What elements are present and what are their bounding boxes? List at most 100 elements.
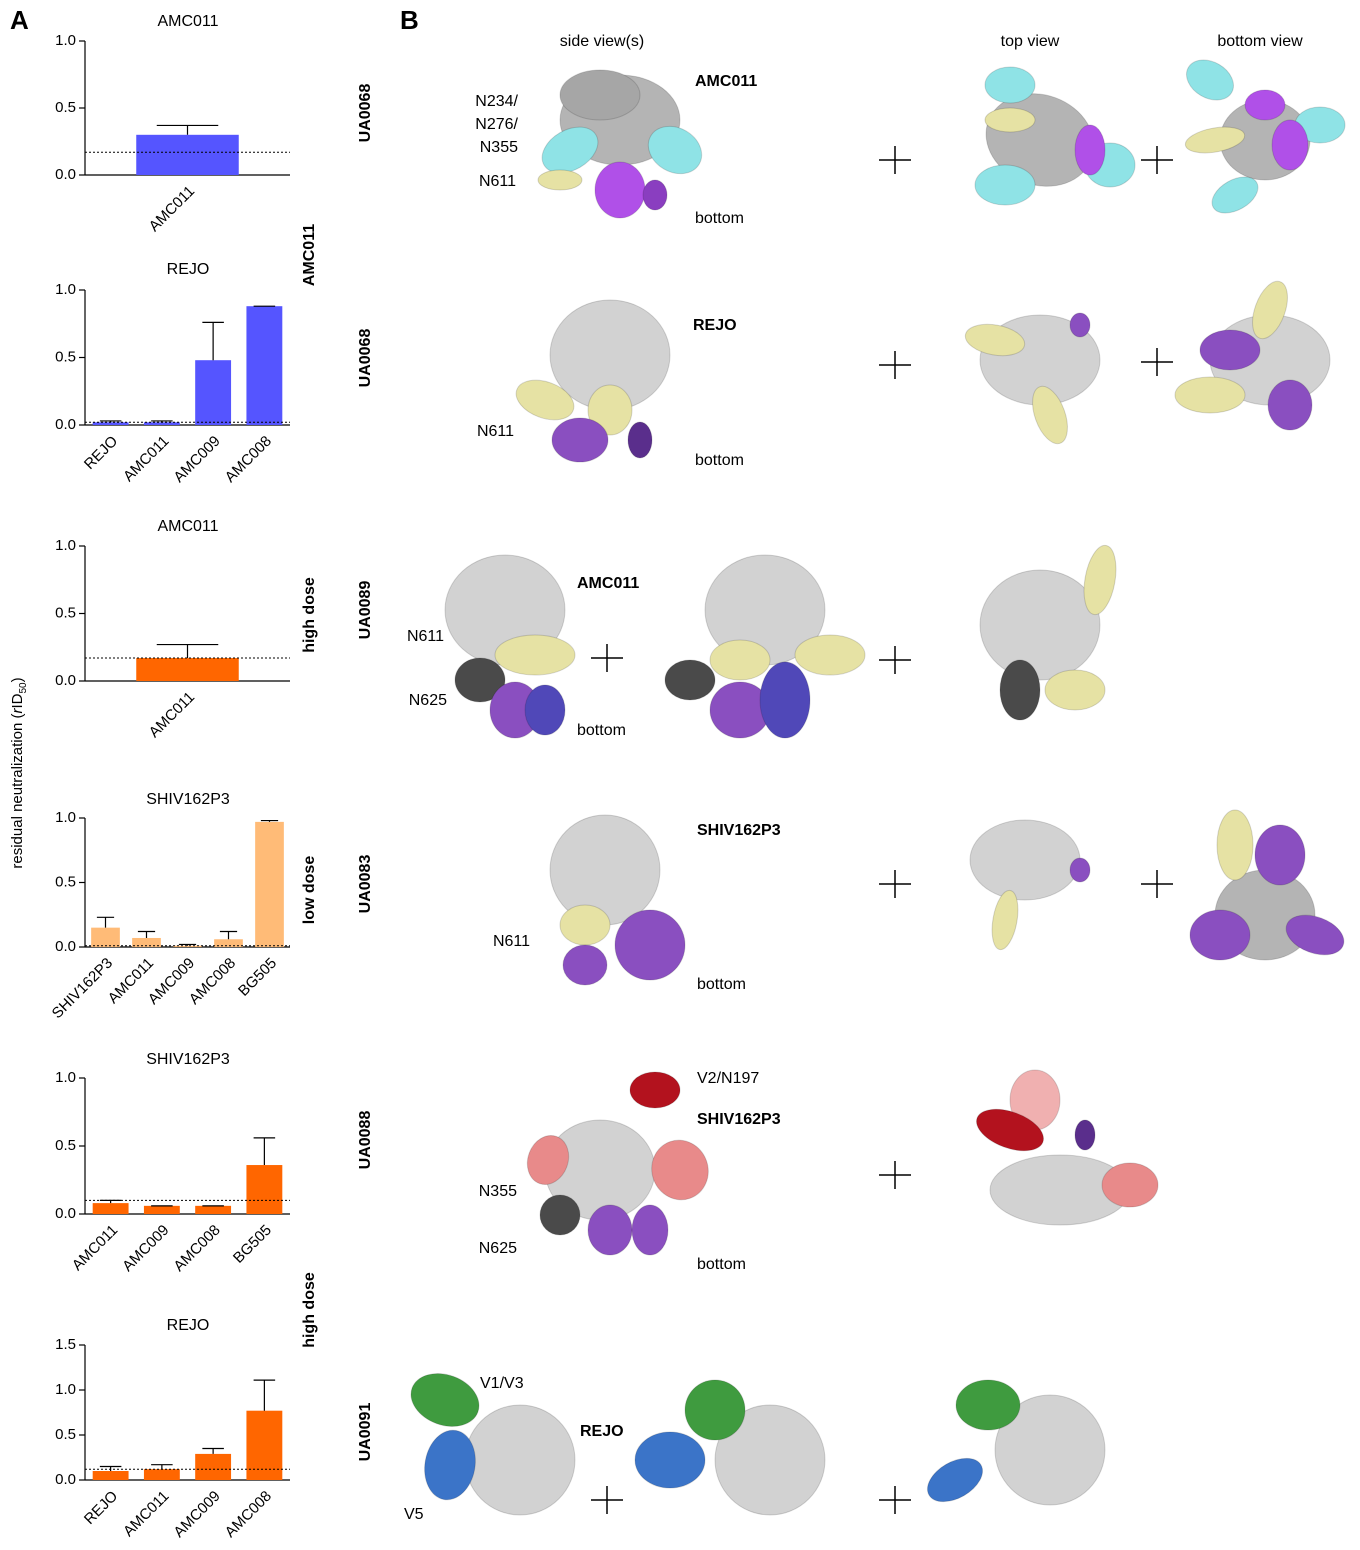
annotation: N611 [477, 423, 514, 440]
annotation: N625 [409, 692, 447, 709]
density-map [985, 108, 1035, 132]
bar [246, 1165, 282, 1214]
view-header: side view(s) [560, 33, 644, 50]
chart-title: REJO [167, 1317, 210, 1334]
annotation: N276/ [475, 116, 518, 133]
density-map [760, 662, 810, 738]
chart-title: AMC011 [157, 13, 218, 30]
chart-title: AMC011 [157, 518, 218, 535]
density-map [630, 1072, 680, 1108]
x-tick-label: AMC009 [119, 1222, 172, 1275]
rotation-symbol [879, 146, 911, 174]
x-tick-label: REJO [81, 433, 121, 473]
density-map [685, 1380, 745, 1440]
density-map [1217, 810, 1253, 880]
rotation-symbol [1141, 348, 1173, 376]
y-axis-label-part: residual neutralization ( [9, 714, 26, 869]
y-tick-label: 0.5 [55, 1426, 76, 1443]
density-map [1245, 90, 1285, 120]
density-map [1000, 660, 1040, 720]
density-map [1102, 1163, 1158, 1207]
density-map [1045, 670, 1105, 710]
error-bar [202, 1449, 224, 1454]
annotation: bottom [577, 722, 626, 739]
density-map [1179, 52, 1240, 108]
bar [195, 1454, 231, 1480]
annotation: N611 [407, 628, 444, 645]
density-map [1075, 1120, 1095, 1150]
y-tick-label: 1.0 [55, 32, 76, 49]
x-tick-label: AMC009 [170, 1488, 223, 1541]
rotation-symbol [591, 644, 623, 672]
y-axis-label-part: ID [9, 693, 26, 708]
rotation-symbol [879, 351, 911, 379]
bar [246, 306, 282, 425]
bar [93, 1203, 129, 1214]
density-map [1272, 120, 1308, 170]
density-map [538, 170, 582, 190]
density-map [550, 815, 660, 925]
annotation: N611 [479, 173, 516, 190]
annotation: bottom [695, 210, 744, 227]
row-label: UA0091 [357, 1403, 374, 1462]
bar [255, 822, 284, 947]
bar [93, 1471, 129, 1480]
x-tick-label: REJO [81, 1488, 121, 1528]
annotation: REJO [580, 1423, 624, 1440]
error-bar [151, 1465, 173, 1470]
y-tick-label: 0.0 [55, 1205, 76, 1222]
error-bar [220, 932, 237, 940]
y-axis-label-part: ) [9, 677, 26, 682]
rotation-symbol [1141, 146, 1173, 174]
density-map [975, 165, 1035, 205]
y-tick-label: 1.0 [55, 281, 76, 298]
density-map [920, 1449, 990, 1510]
density-map [595, 162, 645, 218]
density-map [615, 910, 685, 980]
bar [136, 658, 239, 681]
x-tick-label: SHIV162P3 [49, 955, 116, 1022]
y-tick-label: 1.0 [55, 1381, 76, 1398]
annotation: bottom [697, 976, 746, 993]
error-bar [254, 1380, 276, 1411]
y-tick-label: 0.5 [55, 348, 76, 365]
density-map [560, 70, 640, 120]
y-tick-label: 0.5 [55, 1137, 76, 1154]
error-bar [97, 917, 114, 927]
row-label: UA0088 [357, 1111, 374, 1170]
annotation: bottom [695, 452, 744, 469]
bar [91, 928, 120, 947]
y-tick-label: 0.5 [55, 99, 76, 116]
y-tick-label: 0.0 [55, 672, 76, 689]
annotation: N355 [479, 1183, 517, 1200]
panel-label: B [400, 5, 419, 35]
rotation-symbol [591, 1486, 623, 1514]
density-map [985, 67, 1035, 103]
chart-title: SHIV162P3 [146, 1051, 230, 1068]
view-header: top view [1001, 33, 1060, 50]
y-tick-label: 0.5 [55, 873, 76, 890]
row-label: UA0089 [357, 581, 374, 640]
x-tick-label: AMC009 [170, 433, 223, 486]
bar [195, 1206, 231, 1214]
bar [136, 135, 239, 175]
density-map [643, 1132, 716, 1208]
y-axis-label: residual neutralization (rID50) [9, 677, 29, 868]
density-map [1200, 330, 1260, 370]
density-map [404, 1365, 487, 1436]
x-tick-label: AMC008 [222, 433, 275, 486]
density-map [1175, 377, 1245, 413]
row-label: UA0068 [357, 329, 374, 388]
y-tick-label: 0.0 [55, 416, 76, 433]
density-map [956, 1380, 1020, 1430]
y-axis-label-part: 50 [18, 682, 29, 694]
density-map [540, 1195, 580, 1235]
annotation: REJO [693, 317, 737, 334]
y-tick-label: 0.5 [55, 604, 76, 621]
annotation: N625 [479, 1240, 517, 1257]
density-map [525, 685, 565, 735]
chart-title: REJO [167, 261, 210, 278]
figure: A B residual neutralization (rID50) AMC0… [0, 0, 1360, 1545]
density-map [1255, 825, 1305, 885]
error-bar [138, 932, 155, 938]
